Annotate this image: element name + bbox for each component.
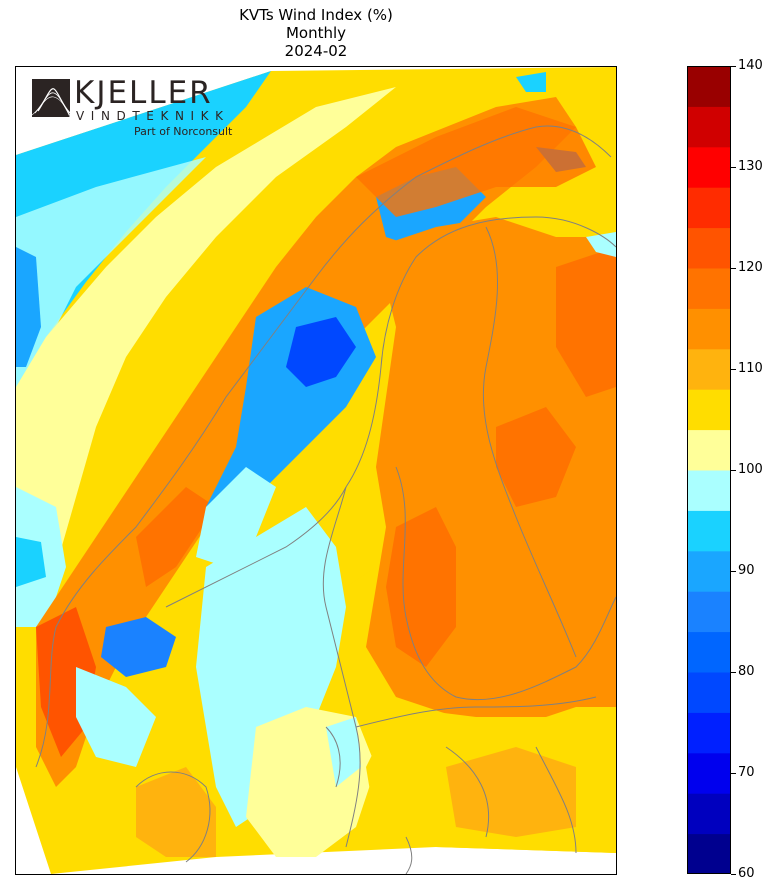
mountain-deep-blue <box>286 317 356 387</box>
denmark <box>136 767 216 857</box>
colorbar-tick-label: 130 <box>738 159 763 174</box>
colorbar-tick-mark <box>731 369 736 370</box>
colorbar-segment <box>687 146 731 188</box>
colorbar-tick-mark <box>731 470 736 471</box>
sea-cyan-sw <box>16 537 46 587</box>
colorbar-segment <box>687 106 731 148</box>
colorbar-segment <box>687 672 731 713</box>
colorbar-segment <box>687 591 731 633</box>
sweden-light <box>196 507 346 827</box>
mountain-light-mid <box>196 467 276 567</box>
colorbar-segment <box>687 631 731 673</box>
colorbar-tick-label: 70 <box>738 765 755 780</box>
title-line-3: 2024-02 <box>284 42 348 60</box>
mountain-cyan-top <box>516 72 546 92</box>
colorbar-tick-mark <box>731 672 736 673</box>
sea-deep-west <box>16 247 41 367</box>
colorbar-tick-label: 100 <box>738 462 763 477</box>
colorbar-tick-label: 110 <box>738 361 763 376</box>
mountain-blue-south <box>101 617 176 677</box>
colorbar-tick-mark <box>731 874 736 875</box>
logo-mark-icon <box>32 79 70 117</box>
title-line-2: Monthly <box>285 24 347 42</box>
logo-tagline: Part of Norconsult <box>134 125 233 138</box>
russia-orange <box>556 247 616 397</box>
neutral-band-west <box>16 87 396 627</box>
colorbar-tick-label: 120 <box>738 260 763 275</box>
map-canvas <box>16 67 616 874</box>
chart-title: KVTs Wind Index (%) Monthly 2024-02 <box>15 6 617 60</box>
norway-red-mid <box>136 487 216 587</box>
colorbar-segment <box>687 187 731 229</box>
colorbar-segment <box>687 793 731 835</box>
baltic-orange <box>446 747 576 837</box>
colorbar-tick-label: 90 <box>738 563 755 578</box>
colorbar-segment <box>687 429 731 471</box>
colorbar-segment <box>687 348 731 390</box>
colorbar-tick-mark <box>731 268 736 269</box>
colorbar-segment <box>687 227 731 269</box>
colorbar-frame <box>687 66 731 874</box>
kjeller-logo: KJELLER VINDTEKNIKK Part of Norconsult <box>32 75 247 139</box>
colorbar-segment <box>687 833 731 874</box>
finland-red <box>386 507 456 667</box>
colorbar-segment <box>687 510 731 552</box>
finland-red-2 <box>496 407 576 507</box>
colorbar-segment <box>687 268 731 309</box>
colorbar <box>687 66 731 874</box>
sea-west-cyan <box>16 71 271 387</box>
kola-light <box>586 232 616 257</box>
colorbar-tick-mark <box>731 167 736 168</box>
colorbar-segment <box>687 712 731 754</box>
sea-light-west <box>16 157 206 397</box>
colorbar-segment <box>687 66 731 107</box>
colorbar-tick-label: 60 <box>738 866 755 881</box>
colorbar-tick-label: 140 <box>738 58 763 73</box>
title-line-1: KVTs Wind Index (%) <box>239 6 393 24</box>
coastlines <box>35 125 616 874</box>
colorbar-segment <box>687 389 731 431</box>
colorbar-segment <box>687 550 731 592</box>
lapland-ridge <box>356 107 596 217</box>
mountain-light-south <box>76 667 156 767</box>
wind-index-map[interactable]: KJELLER VINDTEKNIKK Part of Norconsult <box>15 66 617 875</box>
gotland-light <box>326 717 361 787</box>
logo-subtitle: VINDTEKNIKK <box>76 109 230 123</box>
colorbar-segment <box>687 470 731 511</box>
colorbar-segment <box>687 308 731 350</box>
colorbar-tick-mark <box>731 571 736 572</box>
colorbar-tick-label: 80 <box>738 664 755 679</box>
logo-wordmark: KJELLER <box>74 75 213 111</box>
colorbar-segment <box>687 752 731 794</box>
colorbar-tick-mark <box>731 773 736 774</box>
colorbar-tick-mark <box>731 66 736 67</box>
